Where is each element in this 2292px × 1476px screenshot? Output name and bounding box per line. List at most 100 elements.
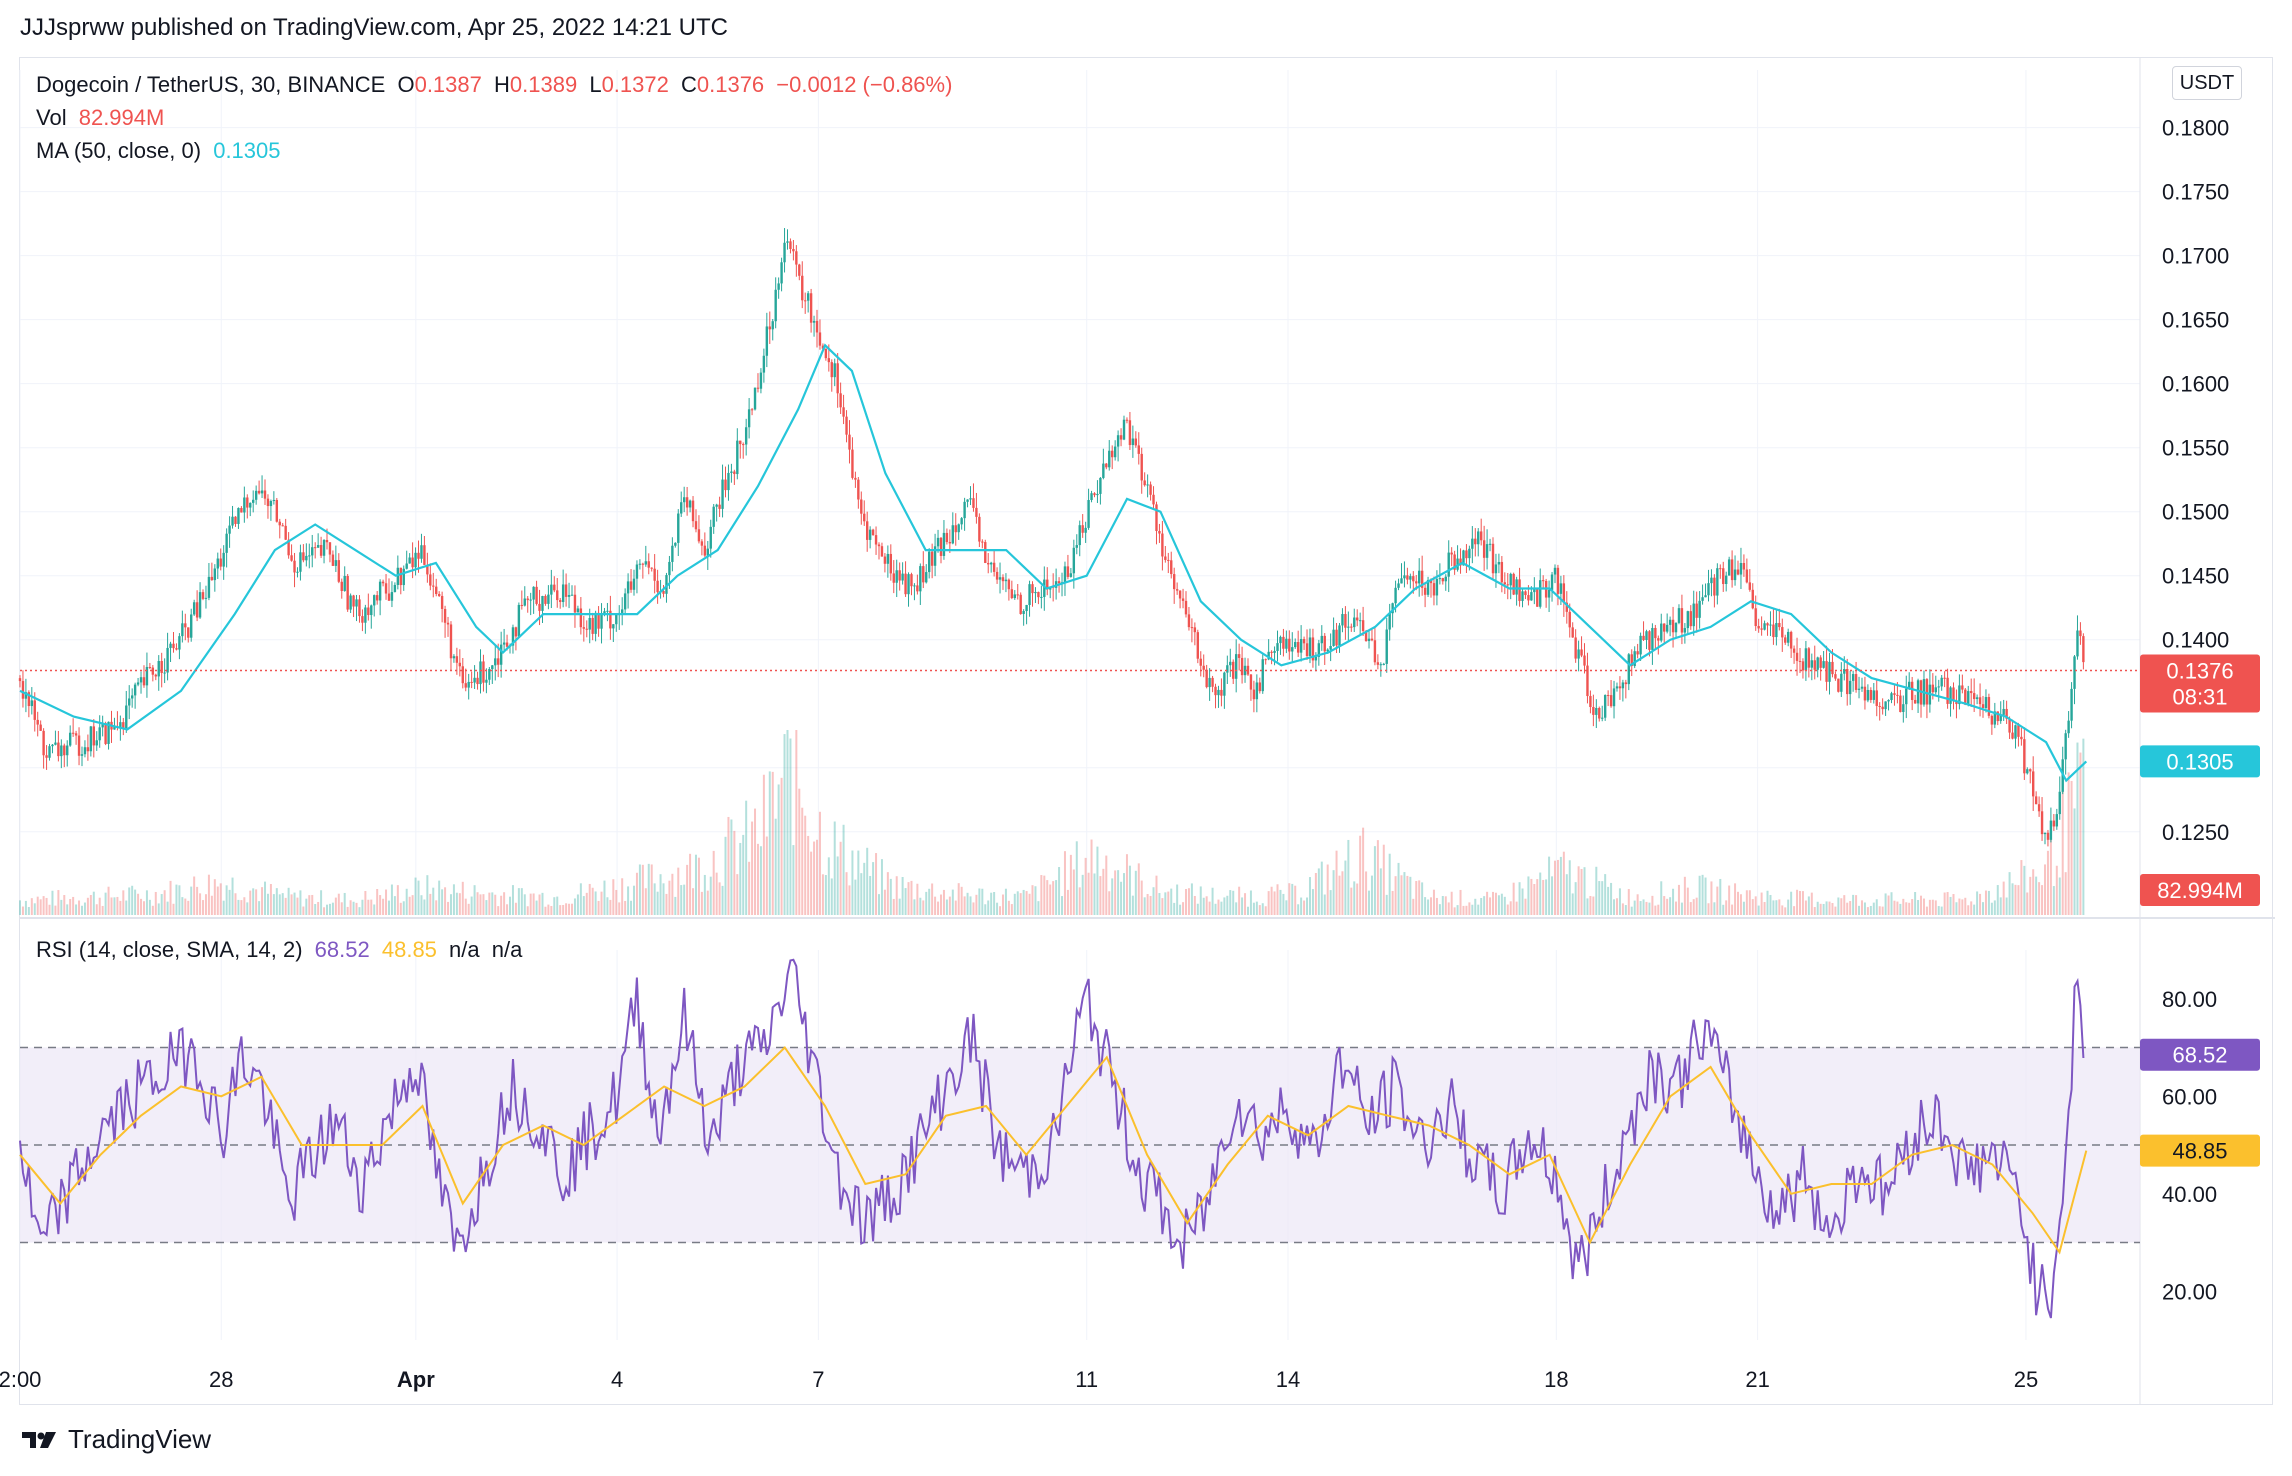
volume-bar — [2070, 780, 2073, 915]
candle-body — [195, 602, 199, 618]
volume-bar — [960, 886, 963, 915]
volume-bar — [727, 816, 730, 915]
volume-bar — [1131, 895, 1134, 915]
candle-body — [449, 624, 453, 659]
time-tick-label: 4 — [611, 1367, 623, 1392]
rsi-legend[interactable]: RSI (14, close, SMA, 14, 2) 68.52 48.85 … — [36, 937, 528, 963]
volume-bar — [83, 902, 86, 915]
candle-body — [246, 497, 249, 508]
volume-bar — [1621, 903, 1624, 915]
volume-bar — [435, 900, 438, 915]
volume-bar — [1249, 890, 1252, 915]
candle-body — [620, 609, 624, 613]
volume-bar — [1087, 872, 1090, 915]
volume-bar — [919, 897, 922, 915]
candle-body — [558, 600, 562, 603]
candle-body — [1677, 608, 1681, 623]
tradingview-footer[interactable]: TradingView — [20, 1424, 211, 1455]
volume-bar — [355, 902, 358, 915]
candle-body — [308, 555, 311, 557]
candle-body — [1040, 596, 1043, 598]
candle-body — [845, 416, 848, 435]
volume-bar — [157, 903, 160, 915]
volume-bar — [872, 862, 875, 915]
volume-bar — [1940, 906, 1943, 915]
volume-bar — [19, 900, 21, 915]
volume-bar — [432, 887, 435, 915]
volume-bar — [878, 894, 881, 915]
candle-body — [316, 545, 320, 548]
volume-bar — [1772, 900, 1775, 915]
candle-body — [1170, 560, 1173, 575]
volume-bar — [352, 901, 355, 915]
volume-bar — [1043, 875, 1046, 915]
candle-body — [780, 262, 783, 284]
volume-bar — [1456, 905, 1459, 915]
candle-body — [446, 622, 450, 625]
volume-bar — [337, 893, 340, 915]
volume-bar — [529, 893, 532, 915]
volume-bar — [1052, 881, 1055, 915]
candle-body — [378, 581, 382, 601]
candle-body — [491, 665, 494, 670]
candle-body — [370, 605, 373, 616]
candle-body — [1477, 531, 1480, 545]
volume-bar — [1642, 899, 1645, 915]
volume-bar — [635, 872, 638, 915]
candle-body — [1754, 608, 1757, 627]
volume-bar — [296, 897, 299, 915]
volume-bar — [89, 894, 92, 915]
volume-bar — [1695, 897, 1698, 915]
candle-body — [252, 499, 255, 503]
candle-body — [987, 562, 990, 565]
candle-body — [355, 599, 358, 607]
candle-body — [181, 623, 184, 637]
volume-bar — [656, 891, 659, 915]
volume-bar — [1270, 886, 1273, 915]
volume-bar — [913, 899, 916, 915]
volume-bar — [325, 904, 328, 915]
candle-body — [1769, 624, 1772, 626]
candle-body — [1252, 689, 1256, 700]
volume-bar — [1314, 872, 1317, 915]
volume-bar — [1453, 907, 1456, 915]
volume-bar — [1775, 900, 1778, 915]
ma-legend[interactable]: MA (50, close, 0) 0.1305 — [36, 138, 287, 164]
volume-bar — [1061, 896, 1064, 915]
candle-body — [24, 692, 28, 699]
candle-body — [1146, 484, 1149, 486]
volume-bar — [535, 900, 538, 915]
volume-bar — [2067, 772, 2070, 915]
volume-bar — [1397, 862, 1400, 915]
volume-bar — [1427, 899, 1430, 915]
volume-bar — [1167, 891, 1170, 915]
currency-button[interactable]: USDT — [2172, 66, 2242, 100]
symbol-legend[interactable]: Dogecoin / TetherUS, 30, BINANCE O0.1387… — [36, 72, 958, 98]
candle-body — [1618, 686, 1622, 689]
candle-body — [1158, 531, 1161, 534]
candle-body — [1893, 693, 1896, 695]
candle-body — [2082, 636, 2085, 663]
volume-bar — [1279, 889, 1282, 915]
volume-bar — [1477, 904, 1480, 915]
volume-bar — [901, 877, 904, 915]
volume-bar — [1536, 879, 1539, 915]
volume-bar — [376, 889, 379, 915]
candle-body — [910, 574, 913, 587]
candle-body — [1314, 656, 1318, 661]
volume-bar — [1347, 839, 1350, 915]
volume-bar — [774, 818, 777, 915]
candle-body — [417, 552, 420, 559]
candle-body — [1595, 707, 1598, 715]
volume-legend[interactable]: Vol 82.994M — [36, 105, 170, 131]
candle-body — [499, 644, 503, 665]
volume-bar — [780, 777, 783, 915]
volume-bar — [1037, 901, 1040, 915]
volume-bar — [1096, 846, 1099, 915]
candle-body — [1296, 642, 1300, 653]
candle-body — [1105, 463, 1108, 468]
volume-bar — [1967, 905, 1970, 915]
candle-body — [995, 571, 999, 580]
volume-bar — [1843, 895, 1846, 915]
